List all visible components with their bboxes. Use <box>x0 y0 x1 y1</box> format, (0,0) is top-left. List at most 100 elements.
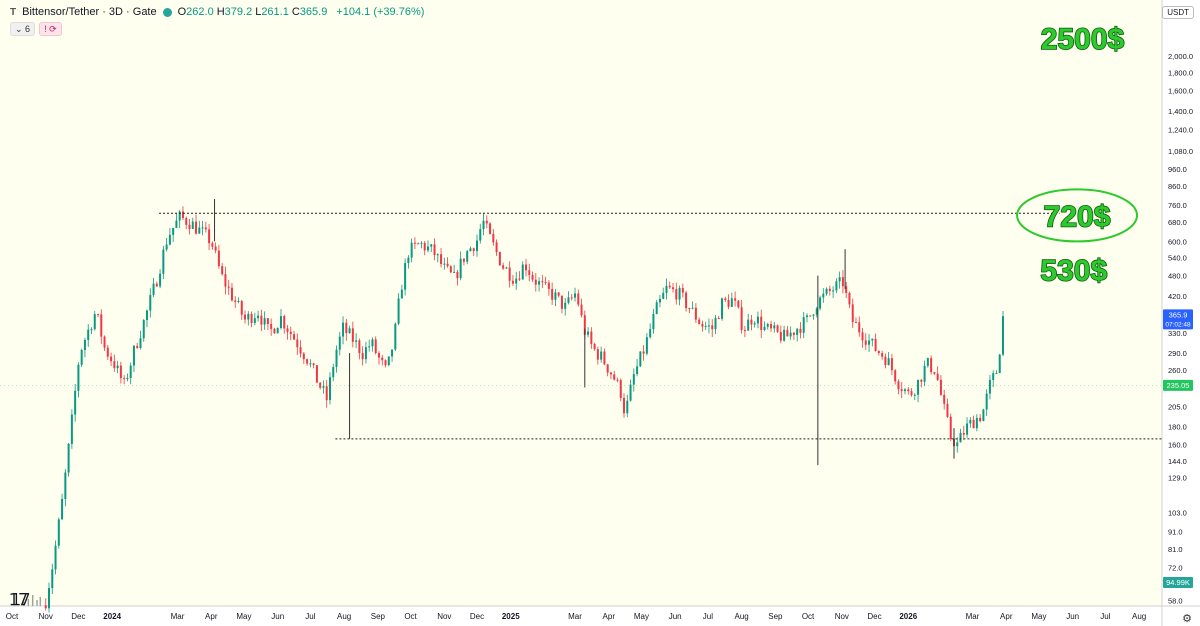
candle-up <box>162 249 165 274</box>
candle-down <box>495 242 498 252</box>
candle-up <box>665 285 668 293</box>
price-tick-label: 129.0 <box>1168 474 1187 483</box>
candle-up <box>54 545 57 570</box>
price-tick-label: 290.0 <box>1168 349 1187 358</box>
candle-up <box>721 298 724 319</box>
candle-up <box>691 307 694 309</box>
candle-up <box>815 308 818 315</box>
price-tick-label: 1,400.0 <box>1168 107 1193 116</box>
price-tick-label: 960.0 <box>1168 165 1187 174</box>
candle-up <box>146 310 149 321</box>
candle-down <box>619 379 622 398</box>
countdown-label: 07:02:48 <box>1165 321 1191 328</box>
candle-down <box>185 218 188 225</box>
candle-down <box>750 319 753 325</box>
layers-toggle[interactable]: ⌄ 6 <box>10 22 36 36</box>
candle-down <box>541 281 544 283</box>
price-tick-label: 144.0 <box>1168 457 1187 466</box>
candle-up <box>600 351 603 360</box>
candle-down <box>949 416 952 439</box>
candle-down <box>727 299 730 307</box>
indicator-row: ⌄ 6 ! ⟳ <box>10 22 62 36</box>
candle-down <box>544 282 547 284</box>
candle-down <box>623 397 626 414</box>
price-tick-label: 680.0 <box>1168 218 1187 227</box>
candle-up <box>466 251 469 262</box>
alert-chip[interactable]: ! ⟳ <box>39 22 62 36</box>
candle-up <box>975 417 978 429</box>
ohlc-key-l: L <box>255 6 262 18</box>
price-target-annotation: 720$ <box>1044 200 1111 233</box>
candle-down <box>136 345 139 348</box>
symbol-title[interactable]: Bittensor/Tether · 3D · Gate <box>22 6 157 18</box>
candle-down <box>551 288 554 300</box>
ohlc-readout: O262.0 H379.2 L261.1 C365.9 <box>178 6 331 18</box>
candle-up <box>832 290 835 292</box>
candle-down <box>221 266 224 275</box>
alert-icon: ! <box>44 24 47 34</box>
candle-up <box>253 318 256 323</box>
candle-up <box>747 319 750 331</box>
candle-up <box>237 300 240 302</box>
currency-selector[interactable]: USDT <box>1162 6 1194 19</box>
volume-bar <box>39 597 41 606</box>
plot-background <box>0 0 1162 606</box>
candle-up <box>714 318 717 330</box>
volume-bar <box>23 602 25 606</box>
candle-down <box>900 389 903 392</box>
candle-up <box>335 349 338 367</box>
candle-up <box>67 443 70 473</box>
candle-down <box>230 287 233 301</box>
time-axis[interactable]: Oct Nov Dec 2024 Mar Apr May Jun Jul Aug Sep Oct Nov… <box>6 612 1146 621</box>
price-label-box <box>1163 309 1193 330</box>
candle-up <box>397 298 400 324</box>
symbol-logo-icon: T <box>10 6 17 18</box>
candle-up <box>198 227 201 234</box>
price-axis[interactable]: 2,000.0 1,800.0 1,600.0 1,400.0 1,240.0 1,080… <box>1168 52 1193 605</box>
candle-down <box>596 349 599 360</box>
target-circle <box>1016 188 1139 243</box>
candle-up <box>436 254 439 256</box>
candle-down <box>675 289 678 300</box>
time-tick-label: Jul <box>305 612 315 621</box>
candle-up <box>917 379 920 395</box>
candle-up <box>753 323 756 325</box>
candle-up <box>783 329 786 341</box>
candle-up <box>126 378 129 380</box>
candle-down <box>244 314 247 320</box>
gear-icon[interactable]: ⚙ <box>1182 613 1192 625</box>
candle-up <box>707 325 710 327</box>
chart-header: T Bittensor/Tether · 3D · Gate O262.0 H37… <box>10 6 427 18</box>
candle-down <box>770 324 773 329</box>
candle-down <box>531 274 534 280</box>
price-tick-label: 420.0 <box>1168 292 1187 301</box>
candle-down <box>511 280 514 284</box>
price-target-annotation: 530$ <box>1040 254 1107 287</box>
candle-up <box>822 293 825 298</box>
candle-down <box>234 300 237 302</box>
candle-down <box>939 379 942 395</box>
price-tick-label: 1,080.0 <box>1168 147 1193 156</box>
candle-up <box>178 211 181 221</box>
candle-up <box>871 338 874 341</box>
candle-up <box>838 277 841 282</box>
candle-down <box>113 361 116 369</box>
candle-down <box>417 243 420 245</box>
candle-down <box>845 286 848 294</box>
candle-down <box>799 328 802 333</box>
candle-down <box>877 350 880 354</box>
candle-up <box>903 389 906 392</box>
candle-down <box>881 353 884 357</box>
layers-count: 6 <box>25 24 31 34</box>
ohlc-key-h: H <box>216 6 225 18</box>
candle-down <box>933 372 936 374</box>
candle-up <box>48 588 51 609</box>
price-tick-label: 860.0 <box>1168 182 1187 191</box>
candle-down <box>897 381 900 390</box>
candle-down <box>449 266 452 273</box>
candle-up <box>766 324 769 327</box>
ohlc-value-l: 261.1 <box>261 6 289 18</box>
candle-down <box>106 347 109 357</box>
